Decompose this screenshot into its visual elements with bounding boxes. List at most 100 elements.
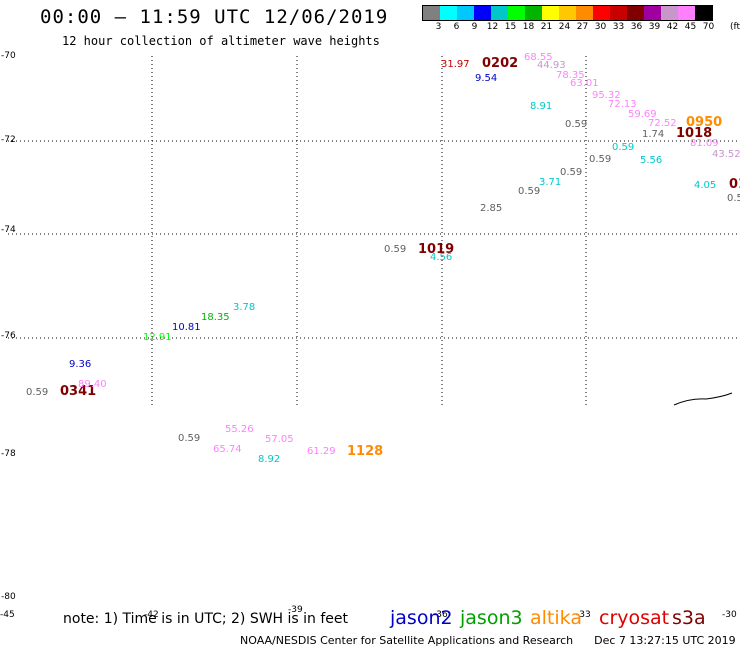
legend-swatch <box>661 6 678 20</box>
legend-label: 70 <box>702 22 715 32</box>
wave-height-label: 0.59 <box>589 154 611 165</box>
lat-label: -76 <box>1 331 16 341</box>
lat-label: -70 <box>1 51 16 61</box>
legend-swatch <box>695 6 712 20</box>
legend-swatch <box>440 6 457 20</box>
legend-label: 18 <box>522 22 535 32</box>
legend-swatch <box>491 6 508 20</box>
legend-label: 45 <box>684 22 697 32</box>
wave-height-label: 9.36 <box>69 359 91 370</box>
wave-height-label: 0.59 <box>560 167 582 178</box>
wave-height-label: 31.97 <box>441 59 470 70</box>
legend-label: 36 <box>630 22 643 32</box>
wave-height-label: 0.59 <box>565 119 587 130</box>
satellite-s3a: s3a <box>672 607 706 629</box>
track-time-label: 0341 <box>60 384 96 399</box>
legend-swatch <box>474 6 491 20</box>
credit-text: NOAA/NESDIS Center for Satellite Applica… <box>240 634 574 647</box>
lon-label: -39 <box>288 605 303 615</box>
wave-height-label: 8.91 <box>530 101 552 112</box>
lat-label: -78 <box>1 449 16 459</box>
wave-height-label: 95.32 <box>592 90 621 101</box>
legend-swatch <box>525 6 542 20</box>
track-time-label: 1018 <box>676 126 712 141</box>
legend-label: 33 <box>612 22 625 32</box>
wave-height-label: 57.05 <box>265 434 294 445</box>
lon-label: -42 <box>144 610 159 620</box>
wave-height-label: 68.55 <box>524 52 553 63</box>
wave-height-label: 1.74 <box>642 129 664 140</box>
wave-height-label: 44.93 <box>537 60 566 71</box>
legend-swatch <box>423 6 440 20</box>
wave-height-label: 89.40 <box>78 379 107 390</box>
wave-height-label: 72.13 <box>608 99 637 110</box>
legend-swatch <box>593 6 610 20</box>
wave-height-label: 8.92 <box>258 454 280 465</box>
wave-height-label: 2.85 <box>480 203 502 214</box>
wave-height-label: 59.69 <box>628 109 657 120</box>
legend-swatch <box>457 6 474 20</box>
track-time-label: 1128 <box>347 444 383 459</box>
lat-label: -72 <box>1 135 16 145</box>
wave-height-label: 65.74 <box>213 444 242 455</box>
legend-label: 42 <box>666 22 679 32</box>
legend-swatch <box>627 6 644 20</box>
satellite-jason3: jason3 <box>460 607 523 629</box>
legend-label: 24 <box>558 22 571 32</box>
wave-height-label: 0.59 <box>26 387 48 398</box>
map-subtitle: 12 hour collection of altimeter wave hei… <box>62 34 380 48</box>
lat-label: -80 <box>1 592 16 602</box>
legend-swatch <box>559 6 576 20</box>
legend-swatch <box>610 6 627 20</box>
legend-swatch <box>644 6 661 20</box>
timestamp: Dec 7 13:27:15 UTC 2019 <box>594 634 736 647</box>
wave-height-label: 0.59 <box>384 244 406 255</box>
satellite-altika: altika <box>530 607 582 629</box>
wave-height-label: 5.56 <box>640 155 662 166</box>
satellite-jason2: jason2 <box>390 607 453 629</box>
legend-swatch <box>542 6 559 20</box>
color-legend <box>422 5 713 21</box>
legend-label: 3 <box>435 22 442 32</box>
credit-line: NOAA/NESDIS Center for Satellite Applica… <box>240 634 736 647</box>
wave-height-label: 0.59 <box>518 186 540 197</box>
lat-label: -74 <box>1 225 16 235</box>
wave-height-label: 43.52 <box>712 149 740 160</box>
legend-label: 6 <box>453 22 460 32</box>
legend-swatch <box>508 6 525 20</box>
track-time-label: 01 <box>729 177 740 192</box>
track-time-label: 0950 <box>686 115 722 130</box>
wave-height-label: 0.5 <box>727 193 740 204</box>
wave-height-label: 18.35 <box>201 312 230 323</box>
wave-height-label: 3.71 <box>539 177 561 188</box>
wave-height-label: 55.26 <box>225 424 254 435</box>
wave-height-label: 81.09 <box>690 138 719 149</box>
wave-height-label: 3.78 <box>233 302 255 313</box>
legend-label: 21 <box>540 22 553 32</box>
wave-height-label: 63.01 <box>570 78 599 89</box>
lon-label: -30 <box>722 610 737 620</box>
wave-height-label: 61.29 <box>307 446 336 457</box>
coastline-path <box>673 392 733 406</box>
legend-label: 9 <box>471 22 478 32</box>
wave-height-label: 0.59 <box>178 433 200 444</box>
wave-height-label: 4.05 <box>694 180 716 191</box>
wave-height-label: 72.52 <box>648 118 677 129</box>
track-time-label: 0202 <box>482 56 518 71</box>
wave-height-label: 9.54 <box>475 73 497 84</box>
wave-height-label: 4.56 <box>430 252 452 263</box>
satellite-cryosat: cryosat <box>599 607 670 629</box>
footer-note: note: 1) Time is in UTC; 2) SWH is in fe… <box>63 611 349 627</box>
legend-label: 30 <box>594 22 607 32</box>
legend-swatch <box>678 6 695 20</box>
legend-label: 27 <box>576 22 589 32</box>
legend-label: 39 <box>648 22 661 32</box>
map-title: 00:00 – 11:59 UTC 12/06/2019 <box>40 6 389 28</box>
wave-height-label: 78.35 <box>556 70 585 81</box>
legend-label: 12 <box>486 22 499 32</box>
wave-height-label: 12.91 <box>143 332 172 343</box>
wave-height-label: 0.59 <box>612 142 634 153</box>
track-time-label: 1019 <box>418 242 454 257</box>
